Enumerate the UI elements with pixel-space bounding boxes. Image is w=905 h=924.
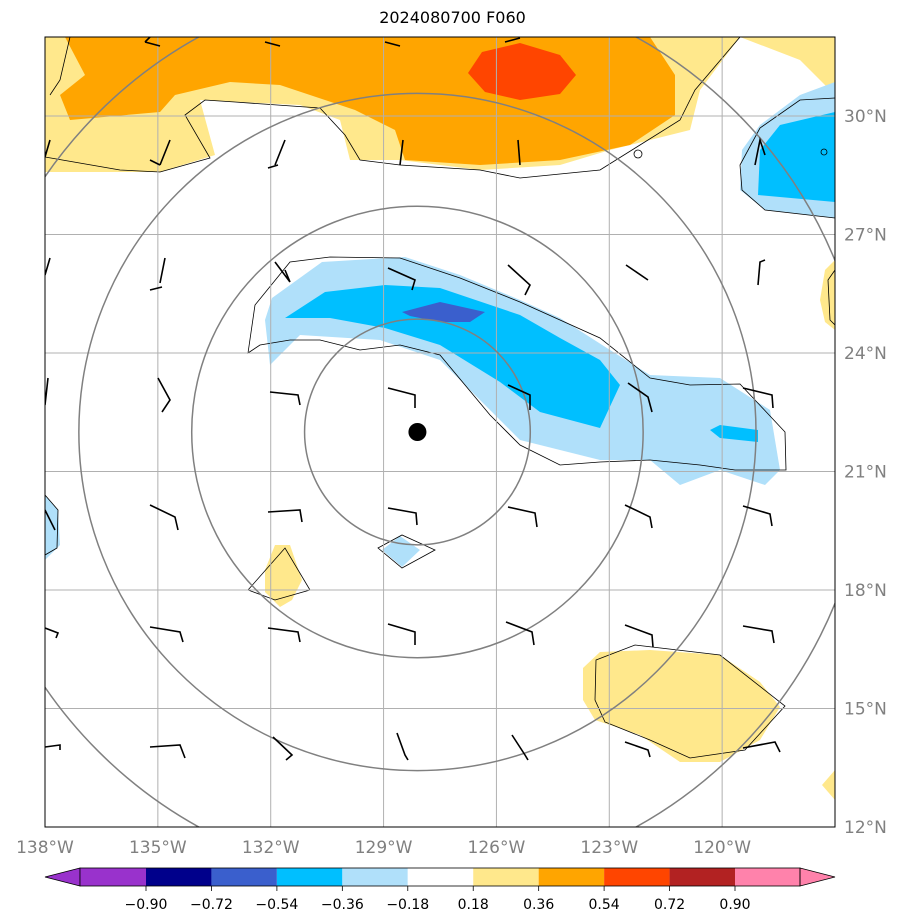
colorbar-segment — [473, 868, 539, 886]
storm-center-marker — [408, 423, 427, 441]
wind-barb — [45, 377, 774, 413]
colorbar-tick-label: −0.18 — [386, 897, 429, 913]
latitude-tick-label: 24°N — [844, 344, 887, 364]
longitude-tick-label: 123°W — [580, 838, 638, 858]
latitude-tick-labels: 12°N 15°N 18°N 21°N 24°N 27°N 30°N — [844, 107, 887, 838]
longitude-tick-labels: 138°W 135°W 132°W 129°W 126°W 123°W 120°W — [16, 838, 751, 858]
colorbar-tick-label: −0.90 — [125, 897, 168, 913]
colorbar-segment — [735, 868, 800, 886]
wind-barb — [45, 732, 781, 761]
colorbar-segment — [276, 868, 343, 886]
negative-anomaly-core-northeast — [758, 112, 835, 202]
colorbar-segment — [80, 868, 146, 886]
plot-area — [45, 37, 835, 827]
colorbar-segment — [342, 868, 408, 886]
grid-lines — [45, 37, 835, 827]
colorbar-segment — [604, 868, 670, 886]
contour-lines — [45, 37, 835, 759]
negative-anomaly-max-central — [402, 302, 485, 322]
colorbar — [44, 867, 836, 891]
latitude-tick-label: 12°N — [844, 818, 887, 838]
colorbar-frame — [79, 867, 801, 887]
latitude-tick-label: 21°N — [844, 463, 887, 483]
colorbar-tick-label: 0.90 — [719, 897, 750, 913]
colorbar-segment — [407, 868, 474, 886]
range-ring — [190, 205, 644, 659]
positive-anomaly-region-southeast — [583, 650, 780, 762]
colorbar-tick-label: −0.54 — [255, 897, 298, 913]
colorbar-tick-label: 0.54 — [589, 897, 620, 913]
map-title: 2024080700 F060 — [379, 8, 526, 27]
negative-anomaly-region-west — [45, 495, 60, 560]
range-ring — [78, 92, 757, 772]
longitude-tick-label: 132°W — [242, 838, 300, 858]
range-rings — [45, 37, 835, 827]
positive-anomaly-region-east — [820, 260, 835, 330]
positive-anomaly-region-far-southeast — [822, 770, 835, 800]
latitude-tick-label: 18°N — [844, 581, 887, 601]
colorbar-tick-label: 0.36 — [523, 897, 554, 913]
longitude-tick-label: 120°W — [693, 838, 751, 858]
wind-barb — [45, 136, 766, 169]
longitude-tick-label: 135°W — [129, 838, 187, 858]
colorbar-segment — [146, 868, 212, 886]
longitude-tick-label: 129°W — [355, 838, 413, 858]
colorbar-tick-label: −0.36 — [321, 897, 364, 913]
wind-barb — [45, 257, 766, 296]
wind-barbs — [45, 37, 781, 761]
colorbar-extend-max — [799, 867, 836, 887]
plot-frame — [44, 36, 836, 828]
longitude-tick-label: 126°W — [468, 838, 526, 858]
colorbar-segment — [538, 868, 605, 886]
colorbar-segment — [211, 868, 277, 886]
negative-anomaly-core-central — [285, 285, 620, 428]
negative-anomaly-region-south — [382, 536, 420, 567]
colorbar-tick-label: −0.72 — [190, 897, 233, 913]
colorbar-tick-label: 0.72 — [654, 897, 685, 913]
wind-barb — [45, 504, 773, 531]
longitude-tick-label: 138°W — [16, 838, 74, 858]
latitude-tick-label: 27°N — [844, 226, 887, 246]
colorbar-extend-min — [44, 867, 81, 887]
wind-barb — [45, 621, 775, 648]
positive-anomaly-max-north — [468, 43, 576, 100]
colorbar-segment — [669, 868, 735, 886]
wind-barb — [144, 37, 521, 47]
latitude-tick-label: 30°N — [844, 107, 887, 127]
colorbar-tick-label: 0.18 — [458, 897, 489, 913]
range-ring — [303, 318, 532, 546]
colorbar-tick-labels: −0.90 −0.72 −0.54 −0.36 −0.18 0.18 0.36 0.54 0.7… — [125, 897, 751, 913]
latitude-tick-label: 15°N — [844, 700, 887, 720]
